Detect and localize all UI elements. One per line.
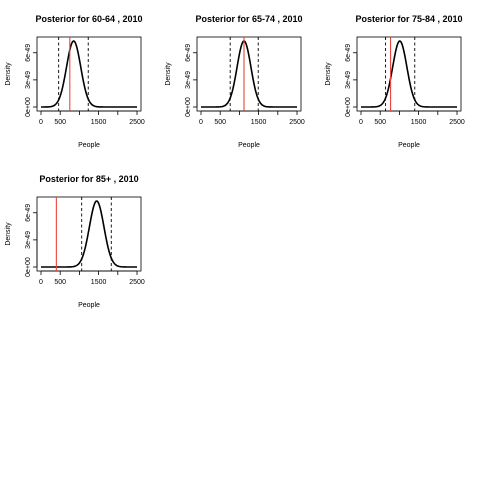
x-tick-label: 500	[374, 119, 386, 126]
y-tick-label: 3e-49	[345, 71, 352, 89]
x-tick-label: 500	[214, 119, 226, 126]
y-axis-label: Density	[5, 222, 12, 246]
y-tick-label: 6e-49	[25, 204, 32, 222]
posterior-panel-3: Posterior for 75-84 , 2010 0 500 1500 2500 0e…	[325, 14, 465, 149]
y-tick-label: 0e+00	[25, 97, 32, 117]
x-tick-label: 1500	[91, 279, 107, 286]
x-tick-label: 1500	[411, 119, 427, 126]
y-tick-label: 0e+00	[345, 97, 352, 117]
plot-frame	[356, 36, 462, 112]
y-axis-label: Density	[5, 62, 12, 86]
y-axis-label: Density	[325, 62, 332, 86]
y-axis-label: Density	[165, 62, 172, 86]
y-tick-label: 6e-49	[185, 44, 192, 62]
x-tick-label: 2500	[129, 119, 145, 126]
x-axis-label: People	[398, 142, 420, 149]
posterior-panel-1: Posterior for 60-64 , 2010 0 500 1500 2500 0e…	[5, 14, 145, 149]
x-axis-label: People	[78, 142, 100, 149]
posterior-panel-2: Posterior for 65-74 , 2010 0 500 1500 2500 0e…	[165, 14, 305, 149]
y-tick-label: 0e+00	[185, 97, 192, 117]
x-tick-label: 0	[199, 119, 203, 126]
panel-title: Posterior for 75-84 , 2010	[355, 14, 462, 24]
density-curve	[361, 40, 457, 108]
panel-title: Posterior for 60-64 , 2010	[35, 14, 142, 24]
y-tick-label: 3e-49	[185, 71, 192, 89]
plot-frame	[196, 36, 302, 112]
panel-title: Posterior for 65-74 , 2010	[195, 14, 302, 24]
x-axis-label: People	[78, 302, 100, 309]
x-tick-label: 500	[54, 119, 66, 126]
x-tick-label: 2500	[289, 119, 305, 126]
density-curve	[41, 40, 137, 108]
density-curve	[201, 40, 297, 108]
posterior-panel-4: Posterior for 85+ , 2010 0 500 1500 2500 0e+0…	[5, 174, 145, 309]
y-tick-label: 6e-49	[345, 44, 352, 62]
density-curve	[41, 200, 137, 268]
y-tick-label: 0e+00	[25, 257, 32, 277]
y-tick-label: 6e-49	[25, 44, 32, 62]
y-tick-label: 3e-49	[25, 231, 32, 249]
x-tick-label: 500	[54, 279, 66, 286]
x-tick-label: 2500	[129, 279, 145, 286]
panel-title: Posterior for 85+ , 2010	[39, 174, 138, 184]
x-tick-label: 0	[39, 279, 43, 286]
x-tick-label: 0	[39, 119, 43, 126]
x-tick-label: 0	[359, 119, 363, 126]
x-tick-label: 1500	[251, 119, 267, 126]
x-axis-label: People	[238, 142, 260, 149]
x-tick-label: 2500	[449, 119, 465, 126]
plot-frame	[36, 196, 142, 272]
y-tick-label: 3e-49	[25, 71, 32, 89]
x-tick-label: 1500	[91, 119, 107, 126]
